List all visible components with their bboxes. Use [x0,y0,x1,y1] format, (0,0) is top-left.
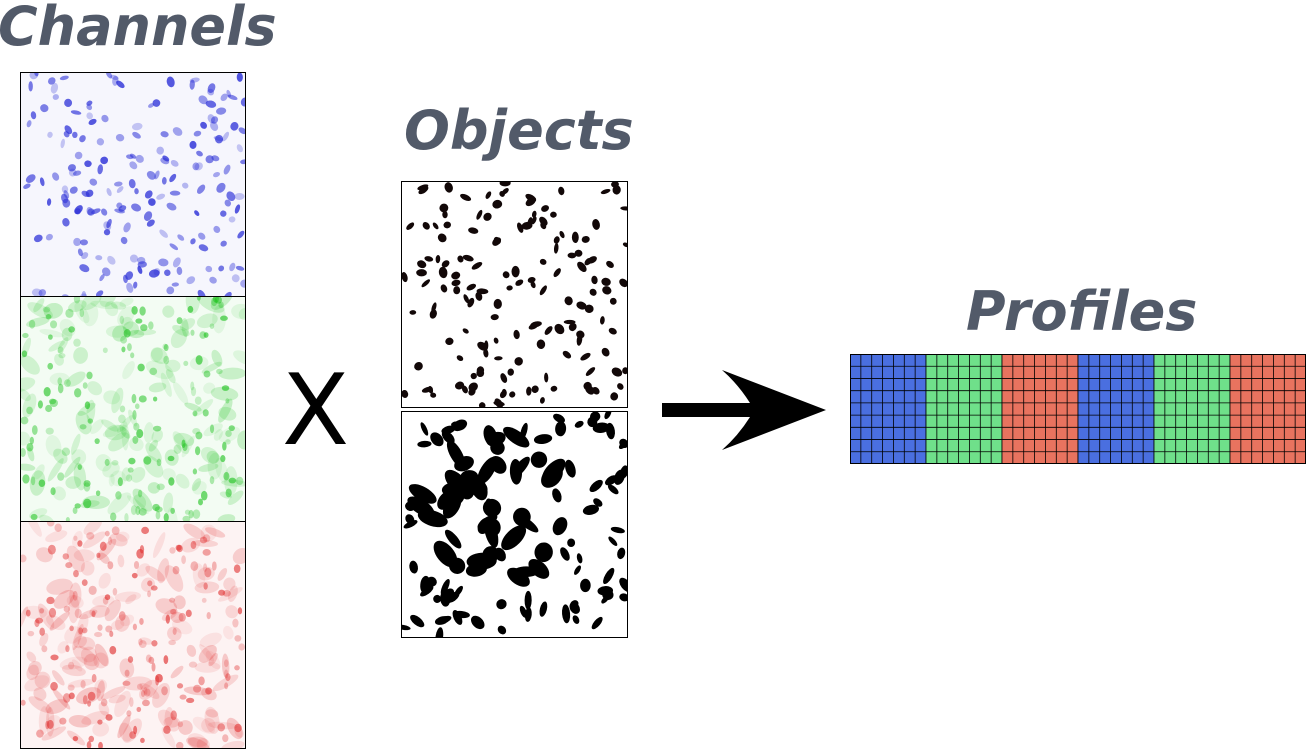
channels-heading: Channels [0,0,277,58]
cell-mask-image [401,411,628,638]
nuclei-channel-svg [21,73,245,297]
cell-mask-svg [402,412,627,637]
nuclei-channel-image [20,72,246,298]
arrow-right-icon [662,370,826,450]
green-channel-image [20,296,246,523]
green-channel-svg [21,297,245,522]
red-channel-svg [21,522,245,748]
nuclei-mask-image [401,181,628,408]
nuclei-mask-svg [402,182,627,407]
red-channel-image [20,521,246,749]
profiles-heading: Profiles [966,280,1198,343]
profile-feature-grid [850,354,1306,464]
multiply-symbol: X [282,354,350,468]
objects-heading: Objects [404,99,634,162]
